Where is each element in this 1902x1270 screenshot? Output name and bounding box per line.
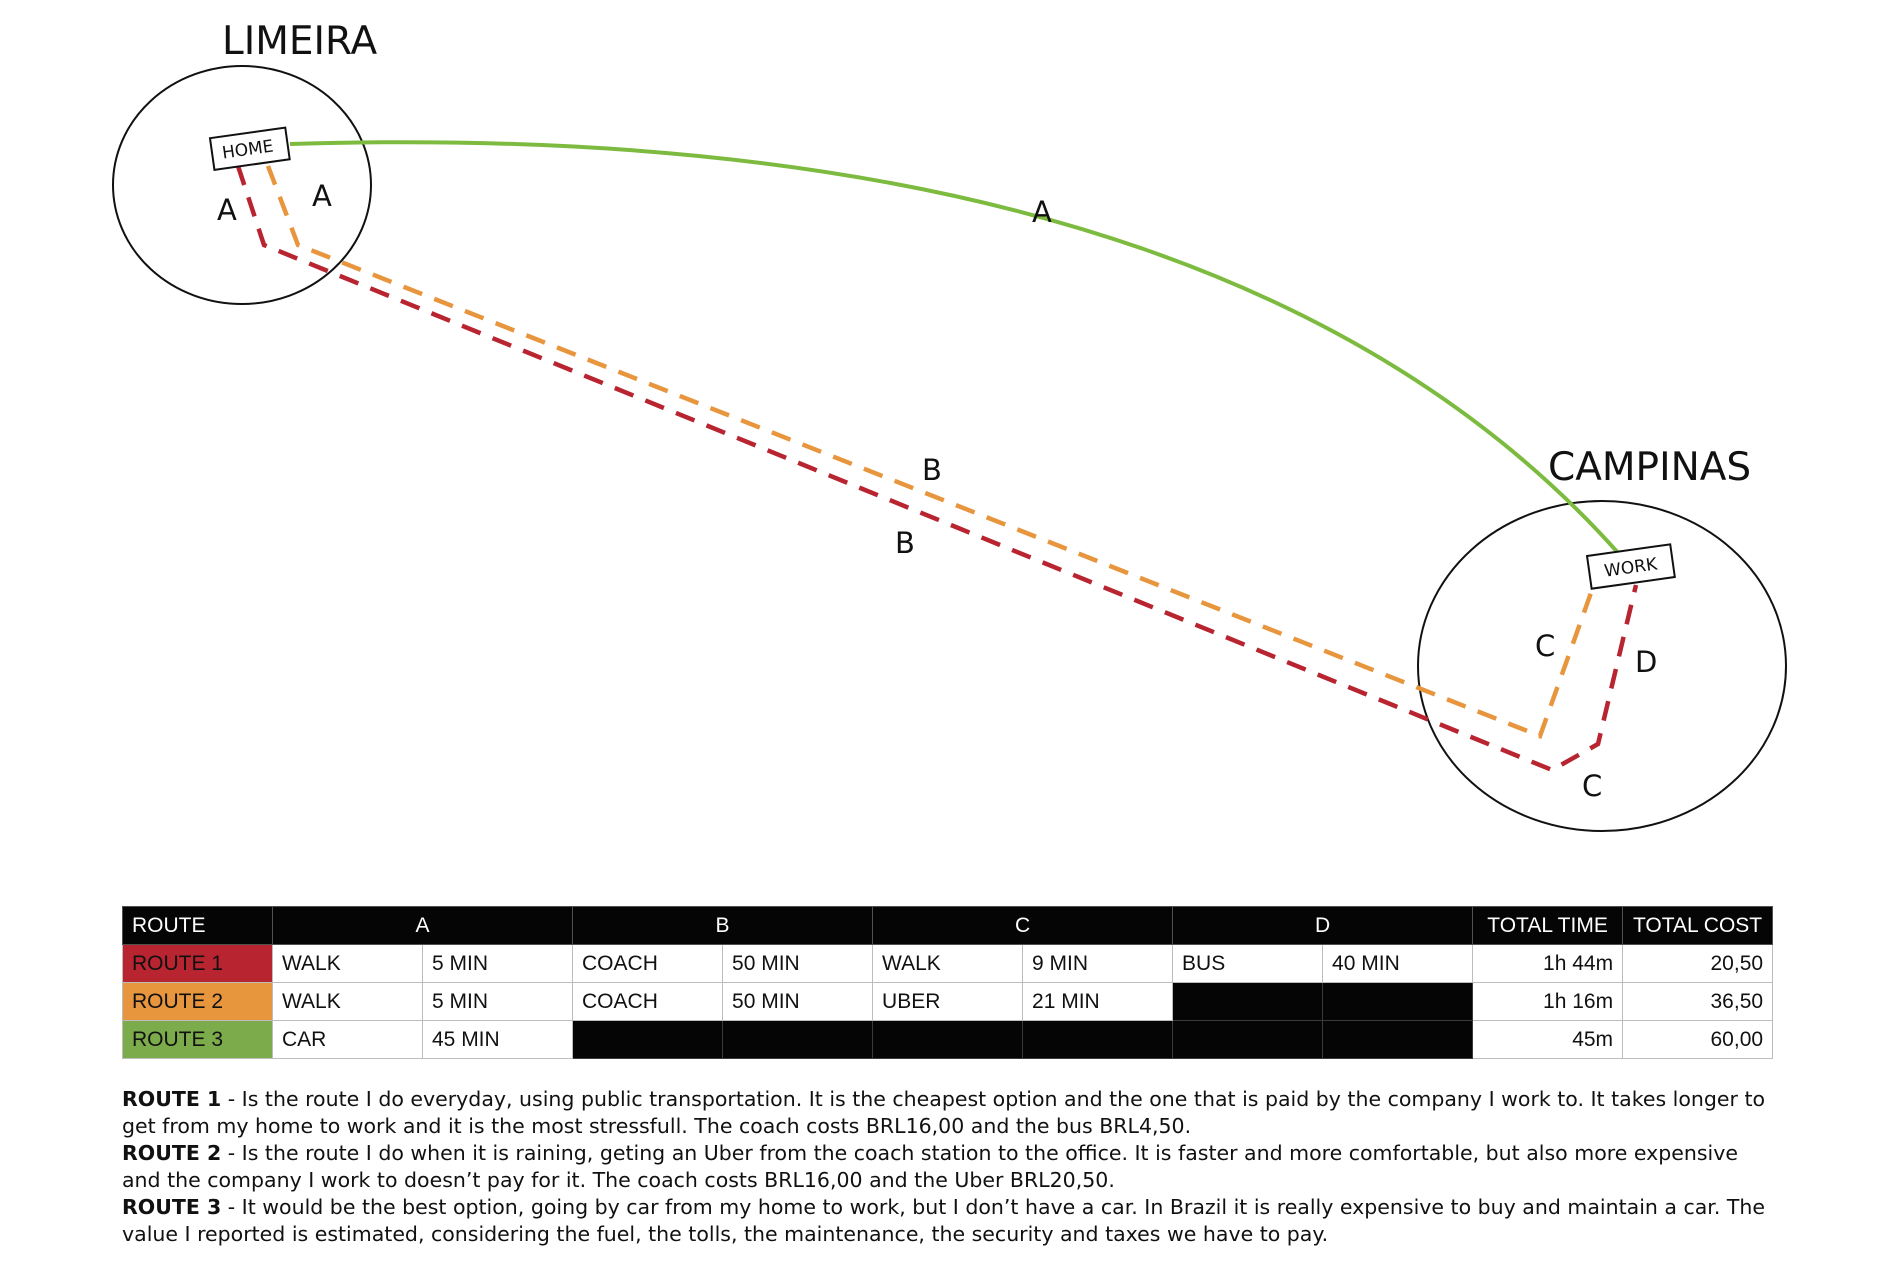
route-name-cell: ROUTE 3 <box>122 1020 273 1059</box>
total-cost-cell: 20,50 <box>1622 944 1774 983</box>
route-note: ROUTE 2 - Is the route I do when it is r… <box>122 1140 1782 1194</box>
header-segment-a: A <box>271 906 574 945</box>
campinas-circle <box>1417 500 1787 832</box>
header-total-cost: TOTAL COST <box>1622 906 1774 945</box>
segment-label-home-orange: A <box>312 179 332 213</box>
segment-time-cell: 50 MIN <box>722 982 874 1021</box>
route-note-text: - Is the route I do everyday, using publ… <box>122 1087 1766 1138</box>
segment-mode-cell: WALK <box>272 944 423 983</box>
empty-cell <box>1322 1020 1474 1059</box>
route-map: LIMEIRA CAMPINAS HOME WORK A A A B B C D… <box>112 19 1787 832</box>
origin-city-label: LIMEIRA <box>222 19 378 64</box>
segment-time-cell: 45 MIN <box>421 1020 574 1059</box>
header-route: ROUTE <box>122 906 273 945</box>
route-note-text: - It would be the best option, going by … <box>122 1195 1766 1246</box>
segment-mode-cell: COACH <box>572 944 724 983</box>
empty-cell <box>1172 1020 1324 1059</box>
table-row: ROUTE 1 WALK 5 MIN COACH 50 MIN WALK 9 M… <box>122 944 1774 983</box>
total-time-cell: 1h 44m <box>1472 944 1624 983</box>
total-cost-cell: 60,00 <box>1622 1020 1774 1059</box>
route-2-line <box>265 165 1595 739</box>
empty-cell <box>1172 982 1324 1021</box>
header-total-time: TOTAL TIME <box>1472 906 1624 945</box>
segment-mode-cell: WALK <box>272 982 423 1021</box>
route-comparison-table: ROUTE A B C D TOTAL TIME TOTAL COST ROUT… <box>122 906 1774 1059</box>
segment-label-home-red: A <box>217 193 237 227</box>
segment-time-cell: 21 MIN <box>1022 982 1174 1021</box>
empty-cell <box>572 1020 724 1059</box>
segment-label-coach-red: B <box>895 526 915 560</box>
table-row: ROUTE 3 CAR 45 MIN 45m 60,00 <box>122 1020 1774 1059</box>
empty-cell <box>1022 1020 1174 1059</box>
route-note: ROUTE 1 - Is the route I do everyday, us… <box>122 1086 1782 1140</box>
segment-label-car: A <box>1032 195 1052 229</box>
route-3-car-line <box>289 140 1622 557</box>
segment-time-cell: 5 MIN <box>421 982 574 1021</box>
empty-cell <box>722 1020 874 1059</box>
empty-cell <box>872 1020 1024 1059</box>
segment-time-cell: 50 MIN <box>722 944 874 983</box>
work-marker: WORK <box>1585 543 1676 590</box>
route-note-label: ROUTE 1 <box>122 1087 222 1111</box>
segment-time-cell: 9 MIN <box>1022 944 1174 983</box>
total-time-cell: 45m <box>1472 1020 1624 1059</box>
limeira-circle <box>112 65 372 305</box>
header-segment-b: B <box>572 906 874 945</box>
route-note-label: ROUTE 2 <box>122 1141 222 1165</box>
segment-mode-cell: WALK <box>872 944 1024 983</box>
table-header-row: ROUTE A B C D TOTAL TIME TOTAL COST <box>122 906 1774 945</box>
segment-label-uber: C <box>1535 629 1555 663</box>
route-note: ROUTE 3 - It would be the best option, g… <box>122 1194 1782 1248</box>
route-note-label: ROUTE 3 <box>122 1195 222 1219</box>
segment-label-walk: C <box>1582 769 1602 803</box>
table-row: ROUTE 2 WALK 5 MIN COACH 50 MIN UBER 21 … <box>122 982 1774 1021</box>
header-segment-d: D <box>1172 906 1474 945</box>
route-notes: ROUTE 1 - Is the route I do everyday, us… <box>122 1086 1782 1248</box>
segment-mode-cell: CAR <box>272 1020 423 1059</box>
home-marker: HOME <box>208 126 291 171</box>
segment-mode-cell: COACH <box>572 982 724 1021</box>
total-cost-cell: 36,50 <box>1622 982 1774 1021</box>
empty-cell <box>1322 982 1474 1021</box>
route-name-cell: ROUTE 1 <box>122 944 273 983</box>
header-segment-c: C <box>872 906 1174 945</box>
segment-time-cell: 40 MIN <box>1322 944 1474 983</box>
total-time-cell: 1h 16m <box>1472 982 1624 1021</box>
segment-label-bus: D <box>1635 645 1657 679</box>
route-name-cell: ROUTE 2 <box>122 982 273 1021</box>
segment-label-coach-orange: B <box>922 453 942 487</box>
segment-mode-cell: UBER <box>872 982 1024 1021</box>
segment-mode-cell: BUS <box>1172 944 1324 983</box>
destination-city-label: CAMPINAS <box>1548 445 1751 490</box>
route-note-text: - Is the route I do when it is raining, … <box>122 1141 1738 1192</box>
segment-time-cell: 5 MIN <box>421 944 574 983</box>
